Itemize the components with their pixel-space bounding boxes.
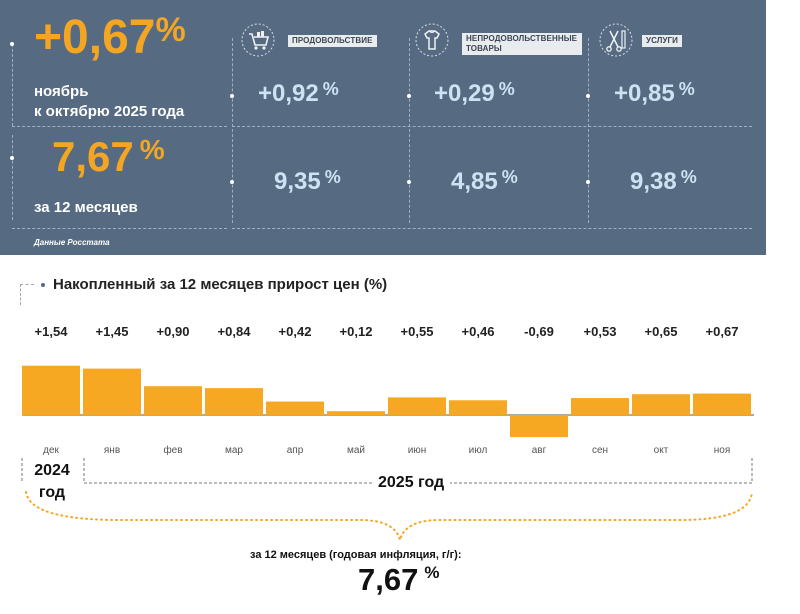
divider-dot bbox=[586, 180, 590, 184]
bar-дек bbox=[22, 365, 80, 415]
value-label: +0,12 bbox=[340, 324, 373, 339]
category-label: дек bbox=[43, 445, 59, 456]
divider-dot bbox=[230, 94, 234, 98]
category-label: авг bbox=[532, 445, 547, 456]
category-label-food: ПРОДОВОЛЬСТВИЕ bbox=[288, 35, 377, 47]
divider bbox=[409, 38, 410, 223]
category-label: фев bbox=[163, 444, 182, 456]
non-food-monthly-value: +0,29% bbox=[434, 79, 515, 107]
food-monthly-value: +0,92% bbox=[258, 79, 339, 107]
bar-авг bbox=[510, 415, 568, 438]
services-monthly-value: +0,85% bbox=[614, 79, 695, 107]
category-label: апр bbox=[287, 445, 304, 456]
bar-мар bbox=[205, 388, 263, 415]
category-label: сен bbox=[592, 445, 608, 456]
bar-июн bbox=[388, 397, 446, 415]
divider-dot bbox=[586, 94, 590, 98]
value-label: +1,54 bbox=[35, 324, 69, 339]
category-label: окт bbox=[654, 445, 669, 456]
category-label-non-food: НЕПРОДОВОЛЬСТВЕННЫЕ ТОВАРЫ bbox=[462, 33, 582, 55]
bar-июл bbox=[449, 400, 507, 415]
bar-окт bbox=[632, 394, 690, 415]
bar-янв bbox=[83, 368, 141, 415]
divider-dot bbox=[230, 180, 234, 184]
bar-апр bbox=[266, 401, 324, 415]
value-label: +0,84 bbox=[218, 324, 252, 339]
divider-dot bbox=[407, 180, 411, 184]
value-label: +0,53 bbox=[584, 324, 617, 339]
annual-brace bbox=[25, 491, 753, 541]
divider bbox=[12, 135, 13, 220]
divider bbox=[232, 38, 233, 223]
year-2025-label: 2025 год bbox=[372, 474, 451, 492]
bar-сен bbox=[571, 398, 629, 415]
food-annual-value: 9,35% bbox=[274, 167, 341, 195]
value-label: -0,69 bbox=[524, 324, 554, 339]
chart-title: Накопленный за 12 месяцев прирост цен (%… bbox=[53, 276, 388, 293]
category-label: ноя bbox=[714, 445, 731, 456]
scissors-comb-icon bbox=[599, 23, 633, 57]
bar-май bbox=[327, 411, 385, 415]
inflation-summary-panel: +0,67% ноябрь к октябрю 2025 года 7,67% … bbox=[0, 0, 766, 255]
value-label: +1,45 bbox=[96, 324, 129, 339]
divider bbox=[588, 38, 589, 223]
value-label: +0,67 bbox=[706, 324, 739, 339]
category-label: июн bbox=[408, 445, 427, 456]
shopping-cart-icon bbox=[241, 23, 275, 57]
category-label: мар bbox=[225, 445, 243, 456]
clothing-icon bbox=[415, 23, 449, 57]
divider bbox=[12, 228, 227, 229]
value-label: +0,90 bbox=[157, 324, 190, 339]
value-label: +0,42 bbox=[279, 324, 312, 339]
annual-inflation-label: за 12 месяцев bbox=[34, 199, 138, 216]
divider-dot bbox=[407, 94, 411, 98]
monthly-inflation-value: +0,67% bbox=[34, 11, 186, 64]
category-label-services: УСЛУГИ bbox=[642, 35, 683, 47]
bar-ноя bbox=[693, 393, 751, 415]
services-annual-value: 9,38% bbox=[630, 167, 697, 195]
chart-title-dot bbox=[41, 283, 45, 287]
value-label: +0,46 bbox=[462, 324, 495, 339]
annual-inflation-total: 7,67% bbox=[358, 562, 440, 597]
divider-dot bbox=[10, 156, 14, 160]
category-label: май bbox=[347, 445, 365, 456]
data-source: Данные Росстата bbox=[34, 238, 110, 247]
category-label: июл bbox=[469, 445, 488, 456]
non-food-annual-value: 4,85% bbox=[451, 167, 518, 195]
annual-inflation-value: 7,67% bbox=[52, 133, 165, 180]
divider bbox=[12, 126, 227, 127]
value-label: +0,55 bbox=[401, 324, 434, 339]
category-label: янв bbox=[104, 445, 120, 456]
divider bbox=[232, 228, 752, 229]
monthly-inflation-label: ноябрь к октябрю 2025 года bbox=[34, 83, 185, 120]
divider-dot bbox=[10, 42, 14, 46]
chart-title-bracket bbox=[20, 284, 34, 305]
bar-фев bbox=[144, 386, 202, 415]
year-2024-label: 2024 год bbox=[34, 462, 70, 501]
value-label: +0,65 bbox=[645, 324, 678, 339]
divider bbox=[232, 126, 752, 127]
annual-inflation-caption: за 12 месяцев (годовая инфляция, г/г): bbox=[250, 549, 462, 561]
divider bbox=[12, 44, 13, 126]
